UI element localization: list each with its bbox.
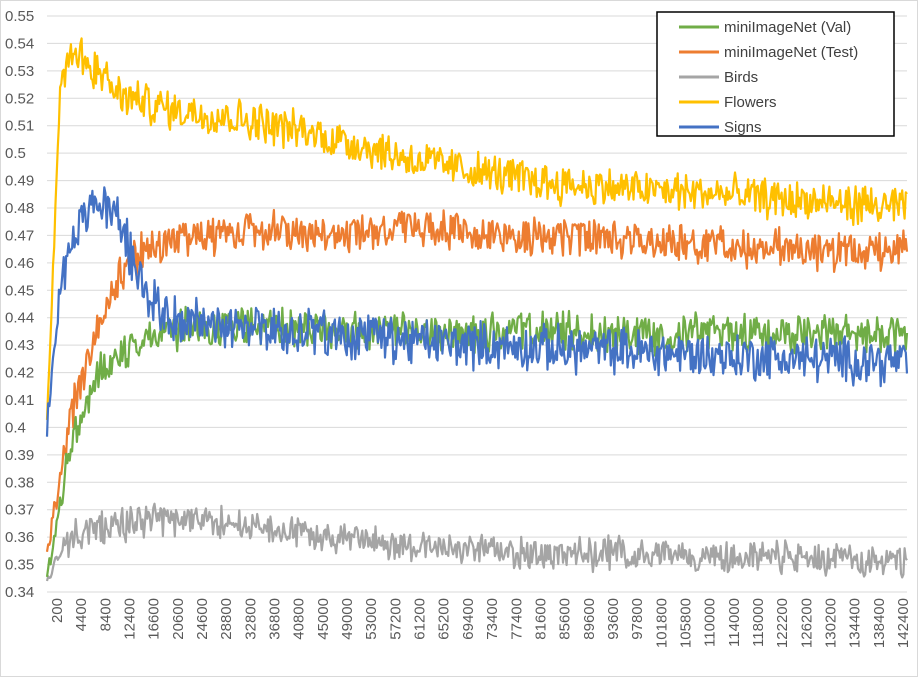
x-tick-label: 126200	[798, 598, 815, 648]
x-tick-label: 28800	[218, 598, 235, 640]
legend-box	[656, 11, 895, 137]
legend-label: miniImageNet (Val)	[724, 19, 851, 36]
legend-label: Birds	[724, 69, 758, 86]
x-tick-label: 89600	[581, 598, 598, 640]
y-tick-label: 0.38	[5, 474, 34, 491]
x-tick-label: 61200	[412, 598, 429, 640]
x-tick-label: 200	[49, 598, 66, 623]
x-tick-label: 122200	[774, 598, 791, 648]
series-line-flowers	[45, 37, 908, 420]
x-axis: 200 4400 8400 12400 16600 20600 24600 28800 3280…	[47, 591, 912, 648]
x-tick-label: 16600	[146, 598, 163, 640]
x-tick-label: 69400	[460, 598, 477, 640]
y-tick-label: 0.41	[5, 392, 34, 409]
x-tick-label: 101800	[653, 598, 670, 648]
series-line-signs	[45, 186, 909, 437]
x-tick-label: 81600	[532, 598, 549, 640]
x-tick-label: 85600	[557, 598, 574, 640]
y-tick-label: 0.37	[5, 502, 34, 519]
series-layer	[45, 37, 909, 582]
y-tick-label: 0.5	[5, 145, 26, 162]
x-tick-label: 110000	[702, 598, 719, 647]
y-tick-label: 0.53	[5, 63, 34, 80]
x-tick-label: 142400	[895, 598, 912, 648]
y-tick-label: 0.42	[5, 365, 34, 382]
x-tick-label: 49000	[339, 598, 356, 640]
x-tick-label: 24600	[194, 598, 211, 640]
y-tick-label: 0.34	[5, 584, 34, 601]
x-tick-label: 20600	[170, 598, 187, 640]
x-tick-label: 73400	[484, 598, 501, 640]
x-tick-label: 118000	[750, 598, 767, 647]
y-tick-label: 0.54	[5, 35, 34, 52]
x-tick-label: 130200	[822, 598, 839, 648]
y-tick-label: 0.4	[5, 419, 26, 436]
y-tick-label: 0.36	[5, 529, 34, 546]
y-tick-label: 0.39	[5, 447, 34, 464]
x-tick-label: 12400	[122, 598, 139, 640]
y-tick-label: 0.48	[5, 200, 34, 217]
x-tick-label: 32800	[242, 598, 259, 640]
x-tick-label: 8400	[97, 598, 114, 631]
series-line-miniimagenet-test	[45, 208, 909, 552]
y-tick-label: 0.43	[5, 337, 34, 354]
x-tick-label: 65200	[436, 598, 453, 640]
y-tick-label: 0.51	[5, 118, 34, 135]
y-tick-label: 0.44	[5, 310, 34, 327]
legend-label: miniImageNet (Test)	[724, 44, 858, 61]
x-tick-label: 53000	[363, 598, 380, 640]
x-tick-label: 36800	[267, 598, 284, 640]
x-tick-label: 40800	[291, 598, 308, 640]
y-tick-label: 0.47	[5, 227, 34, 244]
y-tick-label: 0.52	[5, 90, 34, 107]
x-tick-label: 105800	[677, 598, 694, 648]
x-tick-label: 45000	[315, 598, 332, 640]
legend-label: Flowers	[724, 94, 777, 111]
legend-label: Signs	[724, 119, 762, 136]
legend: miniImageNet (Val) miniImageNet (Test) Bir…	[656, 11, 895, 137]
y-tick-label: 0.49	[5, 173, 34, 190]
y-axis: 0.34 0.35 0.36 0.37 0.38 0.39 0.4 0.41 0.42 0.43 0…	[5, 8, 34, 601]
x-tick-label: 114000	[726, 598, 743, 647]
x-tick-label: 97800	[629, 598, 646, 640]
y-tick-label: 0.46	[5, 255, 34, 272]
x-tick-label: 77400	[508, 598, 525, 640]
x-tick-label: 138400	[871, 598, 888, 648]
series-line-birds	[45, 502, 908, 582]
y-tick-label: 0.35	[5, 557, 34, 574]
x-tick-label: 134400	[847, 598, 864, 648]
x-tick-label: 4400	[73, 598, 90, 631]
x-tick-label: 93600	[605, 598, 622, 640]
x-tick-label: 57200	[387, 598, 404, 640]
y-tick-label: 0.55	[5, 8, 34, 25]
y-tick-label: 0.45	[5, 282, 34, 299]
